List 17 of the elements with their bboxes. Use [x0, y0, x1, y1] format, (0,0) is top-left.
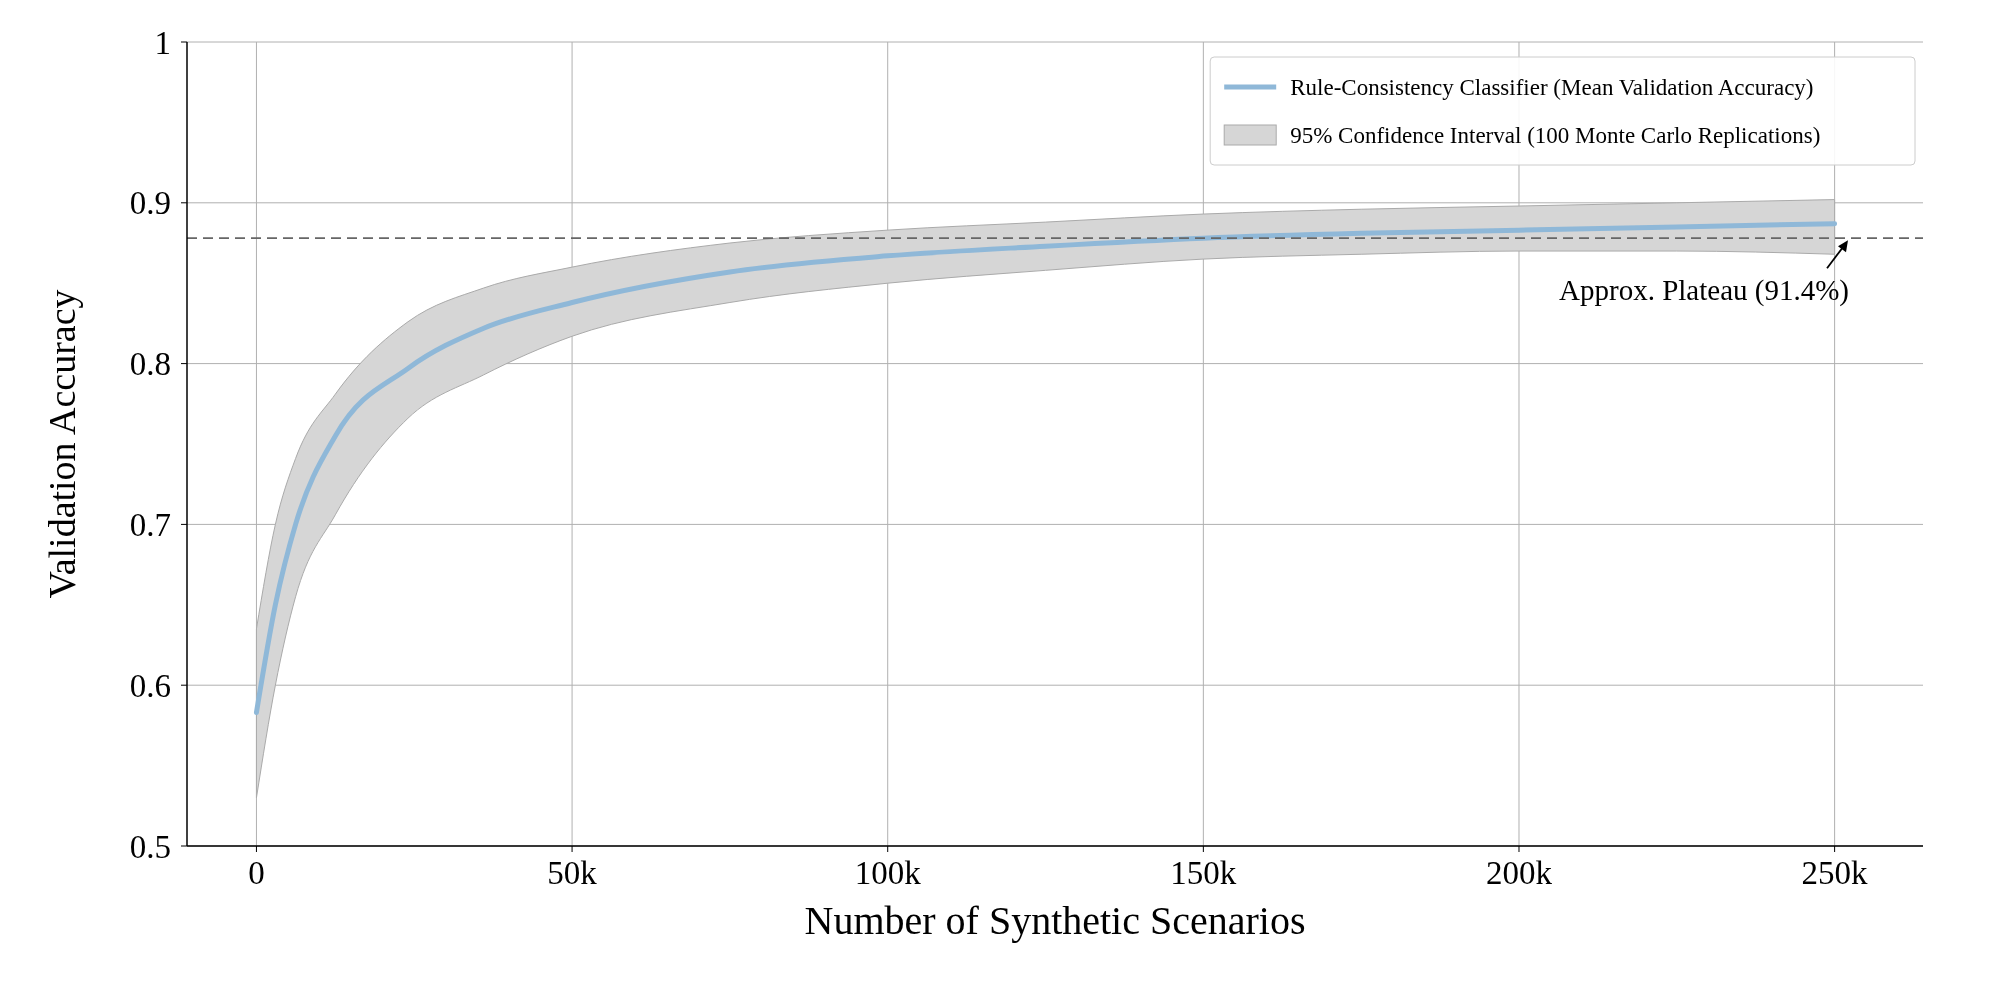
x-axis-title: Number of Synthetic Scenarios	[804, 898, 1306, 943]
x-tick-label: 100k	[854, 855, 922, 891]
y-tick-label: 0.5	[129, 828, 171, 865]
x-tick-label: 50k	[547, 855, 598, 891]
legend-label: Rule-Consistency Classifier (Mean Validation Accuracy)	[1290, 75, 1814, 101]
y-tick-label: 0.6	[129, 667, 171, 704]
legend-label: 95% Confidence Interval (100 Monte Carlo Replications)	[1290, 123, 1821, 149]
ref-line-label: Approx. Plateau (91.4%)	[1559, 274, 1849, 308]
y-tick-label: 1	[154, 24, 171, 61]
y-tick-label: 0.9	[129, 185, 171, 222]
x-tick-label: 200k	[1485, 855, 1553, 891]
x-tick-label: 0	[248, 855, 265, 891]
x-tick-label: 150k	[1170, 855, 1237, 891]
x-tick-label: 250k	[1801, 855, 1869, 891]
y-axis-title: Validation Accuracy	[41, 289, 83, 599]
y-tick-label: 0.7	[129, 506, 171, 543]
y-tick-label: 0.8	[129, 346, 171, 383]
